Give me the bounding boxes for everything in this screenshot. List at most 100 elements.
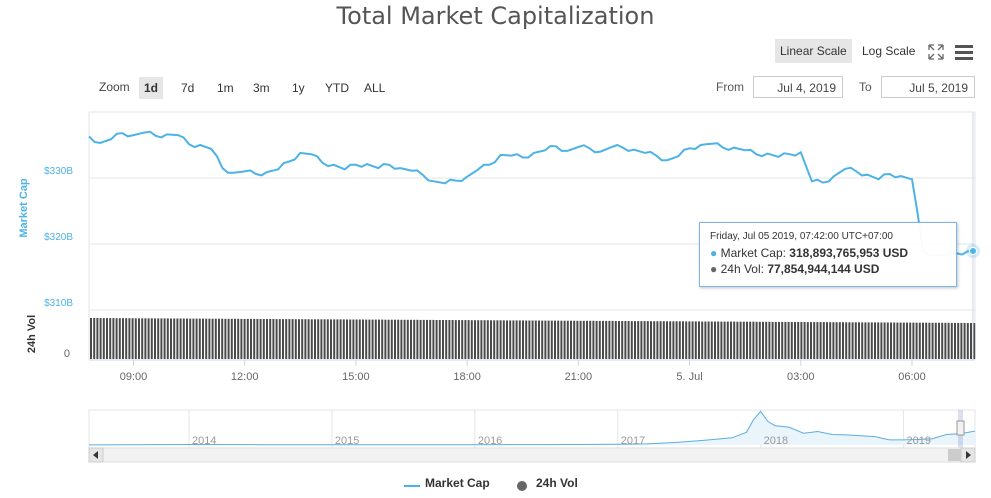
from-date-input[interactable]: Jul 4, 2019 bbox=[753, 76, 843, 98]
navigator-handle[interactable] bbox=[956, 420, 965, 436]
log-scale-button[interactable]: Log Scale bbox=[862, 44, 916, 58]
to-label: To bbox=[859, 80, 872, 94]
legend-item-24h-vol[interactable] bbox=[517, 481, 527, 491]
y-axis-ticks: $310B $320B $330B bbox=[44, 166, 73, 309]
navigator-year-labels: 2014 2015 2016 2017 2018 2019 bbox=[192, 435, 931, 447]
volume-bar bbox=[256, 318, 259, 359]
volume-bar bbox=[816, 322, 819, 359]
volume-bar bbox=[854, 322, 857, 359]
volume-bar bbox=[835, 322, 838, 359]
volume-bar bbox=[563, 320, 566, 359]
volume-bar bbox=[147, 318, 150, 359]
navigator-year-label: 2018 bbox=[764, 435, 788, 447]
volume-bar bbox=[621, 321, 624, 359]
volume-bar bbox=[918, 322, 921, 359]
menu-icon[interactable] bbox=[954, 43, 974, 61]
volume-bar bbox=[483, 320, 486, 359]
volume-bar bbox=[544, 320, 547, 359]
scrollbar-thumb[interactable] bbox=[948, 449, 961, 461]
volume-bar bbox=[134, 318, 137, 359]
volume-bar bbox=[320, 319, 323, 359]
volume-bar bbox=[954, 322, 956, 359]
zoom-button-ytd[interactable]: YTD bbox=[325, 81, 349, 95]
zoom-button-1d[interactable]: 1d bbox=[139, 77, 164, 99]
market-cap-line bbox=[88, 130, 975, 257]
volume-bar bbox=[589, 320, 592, 359]
volume-bar bbox=[582, 320, 585, 359]
volume-bar bbox=[640, 321, 643, 359]
to-date-input[interactable]: Jul 5, 2019 bbox=[881, 76, 975, 98]
volume-bar bbox=[890, 322, 892, 359]
volume-bar bbox=[899, 322, 902, 359]
x-tick-label: 03:00 bbox=[787, 371, 815, 383]
volume-bar bbox=[848, 322, 851, 359]
zoom-button-7d[interactable]: 7d bbox=[181, 81, 195, 95]
volume-bar bbox=[586, 320, 588, 359]
tooltip-vol-value: 77,854,944,144 USD bbox=[767, 262, 880, 276]
volume-bar bbox=[653, 321, 656, 359]
y-axis-title: Market Cap bbox=[18, 178, 30, 238]
volume-bar bbox=[579, 320, 582, 359]
volume-bar bbox=[944, 322, 947, 359]
zoom-button-all[interactable]: ALL bbox=[364, 81, 386, 95]
volume-bar bbox=[138, 318, 140, 359]
volume-bar bbox=[326, 319, 329, 359]
volume-bar bbox=[154, 318, 156, 359]
volume-bar bbox=[253, 318, 256, 359]
navigator-scrollbar[interactable] bbox=[88, 447, 976, 463]
volume-bar bbox=[490, 320, 492, 359]
volume-bar bbox=[166, 318, 169, 359]
legend-label-24h-vol[interactable]: 24h Vol bbox=[536, 476, 578, 490]
volume-bar bbox=[832, 322, 835, 359]
volume-bar bbox=[240, 318, 243, 359]
volume-bar bbox=[221, 318, 224, 359]
volume-bar bbox=[128, 318, 131, 359]
volume-bar bbox=[800, 322, 803, 359]
volume-bar bbox=[688, 321, 691, 359]
volume-bar bbox=[710, 321, 713, 359]
tooltip-mcap-label: Market Cap: bbox=[720, 246, 786, 260]
volume-bar bbox=[861, 322, 864, 359]
volume-bar bbox=[602, 320, 604, 359]
volume-bar bbox=[560, 320, 563, 359]
volume-bar bbox=[858, 322, 860, 359]
navigator[interactable]: 2014 2015 2016 2017 2018 2019 bbox=[88, 409, 976, 449]
navigator-year-label: 2016 bbox=[478, 435, 502, 447]
volume-bar bbox=[659, 321, 662, 359]
linear-scale-button[interactable]: Linear Scale bbox=[775, 39, 852, 63]
volume-bar bbox=[928, 322, 931, 359]
volume-bar bbox=[758, 321, 761, 359]
zoom-button-3m[interactable]: 3m bbox=[253, 81, 270, 95]
volume-bar bbox=[109, 318, 112, 359]
volume-bar bbox=[157, 318, 160, 359]
volume-bar bbox=[822, 322, 825, 359]
legend-label-market-cap[interactable]: Market Cap bbox=[425, 476, 490, 490]
zoom-button-1y[interactable]: 1y bbox=[292, 81, 305, 95]
zoom-button-1m[interactable]: 1m bbox=[217, 81, 234, 95]
volume-bar bbox=[179, 318, 182, 359]
volume-bar bbox=[506, 320, 508, 359]
volume-bar bbox=[403, 319, 406, 359]
volume-bar bbox=[208, 318, 211, 359]
volume-bar bbox=[125, 318, 128, 359]
volume-bar bbox=[192, 318, 195, 359]
volume-bar bbox=[250, 318, 252, 359]
volume-bar bbox=[826, 322, 828, 359]
volume-bar bbox=[99, 318, 102, 359]
volume-bar bbox=[746, 321, 748, 359]
volume-bar bbox=[550, 320, 553, 359]
volume-bar bbox=[646, 321, 649, 359]
volume-bar bbox=[701, 321, 704, 359]
volume-bar bbox=[870, 322, 873, 359]
volume-bar bbox=[304, 319, 307, 359]
y-tick-label: $320B bbox=[44, 232, 73, 243]
fullscreen-icon[interactable] bbox=[928, 44, 944, 60]
volume-bar bbox=[422, 319, 425, 359]
volume-bar bbox=[144, 318, 147, 359]
volume-bar bbox=[486, 320, 489, 359]
volume-bar bbox=[342, 319, 345, 359]
volume-bar bbox=[915, 322, 918, 359]
volume-bar bbox=[547, 320, 550, 359]
volume-bar bbox=[634, 321, 636, 359]
